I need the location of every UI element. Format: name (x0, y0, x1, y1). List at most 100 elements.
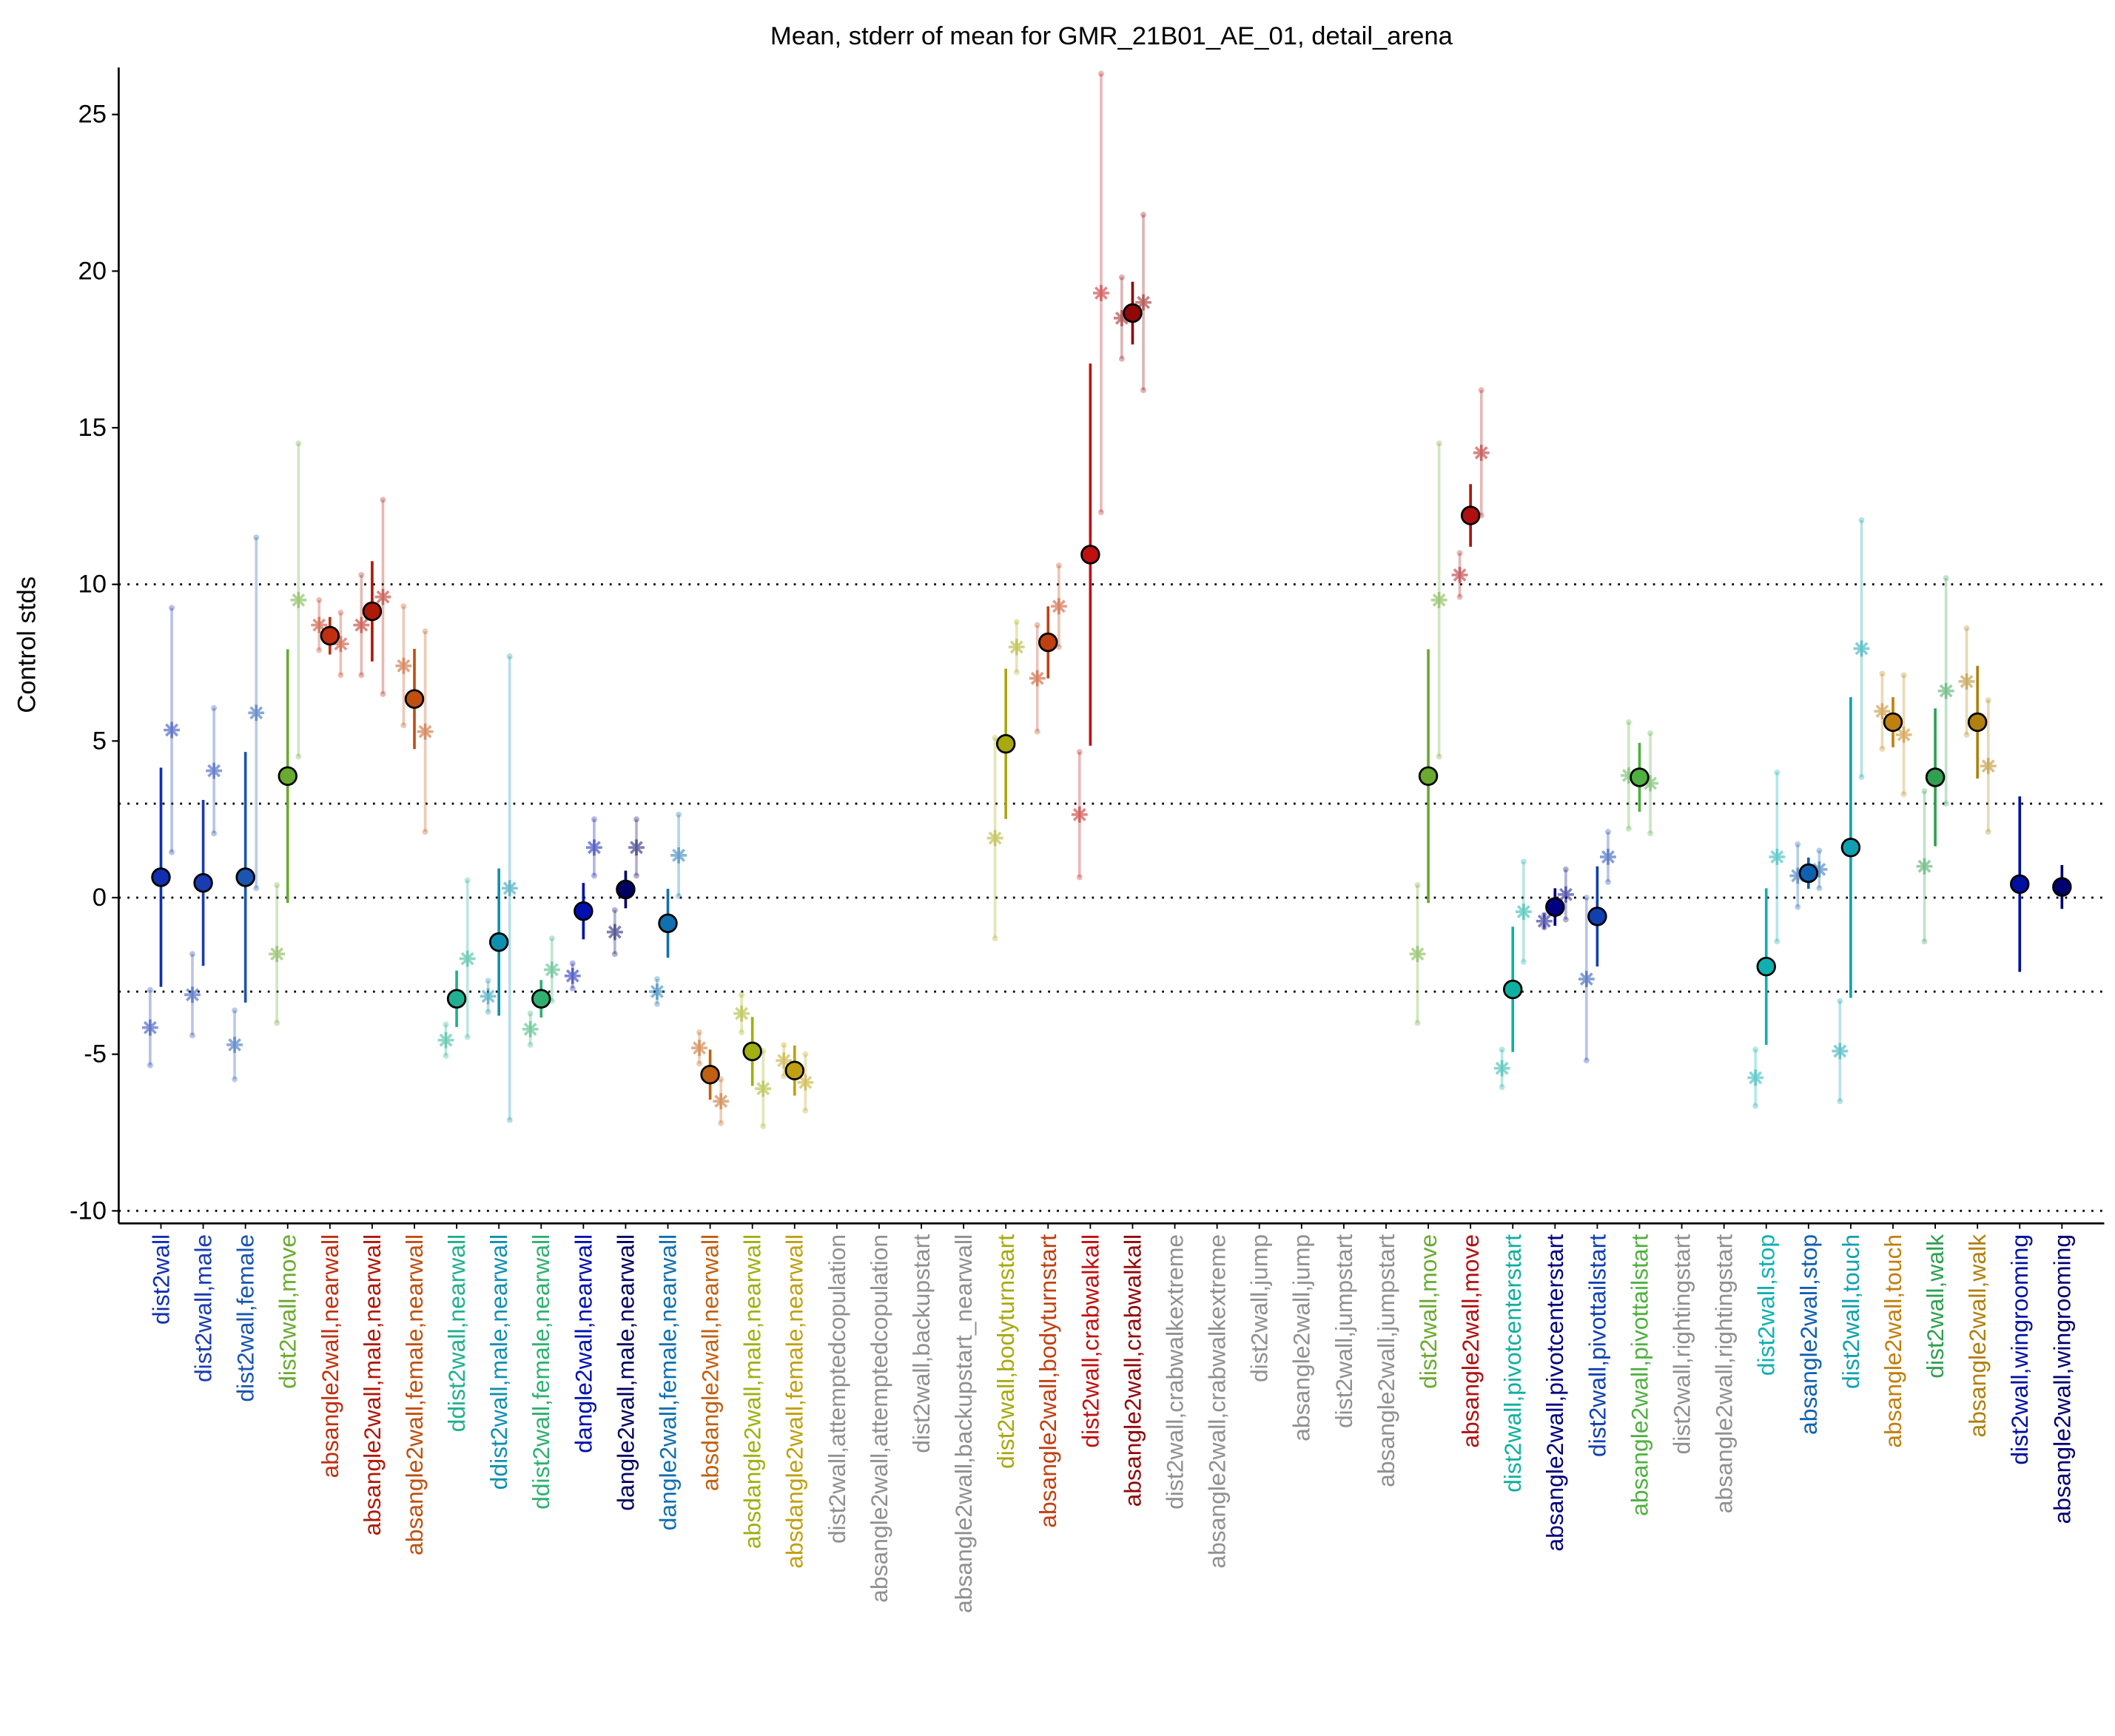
y-tick-label: 15 (78, 414, 107, 442)
mean-marker (1503, 979, 1523, 1000)
star-error-end (1879, 670, 1886, 677)
mean-marker (1038, 632, 1058, 653)
star-error-end (802, 1107, 809, 1114)
star-error-end (1013, 619, 1020, 625)
star-error-end (316, 647, 323, 653)
star-error-end (464, 877, 471, 884)
star-error-end (1436, 753, 1442, 760)
star-error-end (1900, 791, 1907, 798)
star-error-end (147, 1062, 153, 1069)
x-tick-label: absangle2wall,wingrooming (2048, 1234, 2075, 1524)
star-error-end (1118, 274, 1125, 280)
star-error-end (653, 976, 660, 983)
star-error-end (992, 735, 998, 741)
star-error-end (653, 1000, 660, 1007)
mean-marker (235, 867, 255, 887)
star-error-end (274, 1020, 280, 1026)
star-marker (1557, 886, 1574, 903)
star-marker (691, 1040, 707, 1057)
x-tick-label: absangle2wall,move (1457, 1234, 1484, 1448)
star-marker (986, 830, 1003, 847)
star-marker (606, 923, 623, 941)
star-marker (1451, 567, 1468, 583)
star-error-end (760, 1123, 767, 1130)
star-marker (713, 1093, 730, 1110)
mean-marker (2010, 874, 2030, 895)
star-error-end (295, 440, 302, 447)
star-error-end (358, 571, 365, 579)
star-error-end (232, 1007, 238, 1014)
star-error-end (443, 1052, 449, 1059)
star-error-end (802, 1051, 809, 1057)
star-marker (269, 946, 286, 963)
star-error-end (569, 960, 576, 966)
mean-marker (1925, 767, 1946, 787)
star-marker (1853, 640, 1870, 657)
star-marker (1409, 946, 1426, 963)
star-error-end (211, 830, 218, 837)
star-marker (1874, 703, 1891, 720)
star-marker (1916, 858, 1933, 875)
star-error-end (358, 672, 365, 679)
star-marker (226, 1037, 243, 1053)
x-tick-label: absangle2wall,jump (1288, 1234, 1315, 1441)
x-tick-label: absangle2wall,female,nearwall (401, 1234, 428, 1555)
star-error-end (1414, 1020, 1421, 1026)
star-error-end (169, 605, 175, 611)
x-tick-label: ddist2wall,male,nearwall (485, 1234, 512, 1490)
star-error-end (337, 609, 344, 616)
star-error-end (1604, 829, 1611, 835)
star-marker (755, 1080, 772, 1097)
star-error-end (274, 882, 280, 889)
star-marker (248, 704, 265, 721)
y-tick-label: -5 (84, 1040, 107, 1069)
x-tick-label: ddist2wall,female,nearwall (528, 1234, 554, 1510)
star-error-end (1140, 212, 1147, 218)
star-marker (374, 588, 391, 605)
mean-marker (278, 766, 297, 786)
star-error-end (506, 653, 513, 660)
star-error-end (1076, 749, 1083, 756)
star-marker (733, 1005, 750, 1022)
star-error-end (189, 951, 195, 958)
x-tick-label: dist2wall,jumpstart (1331, 1234, 1357, 1428)
y-tick-label: 25 (78, 101, 107, 129)
star-error-end (232, 1076, 238, 1083)
star-error-end (380, 497, 386, 503)
x-tick-label: absangle2wall,male,nearwall (359, 1234, 386, 1536)
star-error-end (1013, 669, 1020, 676)
star-error-end (211, 704, 218, 711)
star-marker (1536, 912, 1553, 929)
star-error-end (1985, 829, 1991, 835)
star-error-end (1774, 938, 1781, 945)
mean-marker (2052, 877, 2072, 897)
x-tick-label: dist2wall,jump (1246, 1234, 1273, 1382)
star-error-end (676, 811, 682, 818)
star-error-end (400, 722, 407, 729)
star-error-end (1055, 644, 1062, 650)
star-error-end (169, 849, 175, 855)
star-error-end (316, 596, 323, 603)
star-error-end (1076, 874, 1083, 881)
x-tick-label: absangle2wall,backupstart_nearwall (950, 1234, 977, 1613)
x-tick-label: dangle2wall,female,nearwall (654, 1234, 681, 1530)
star-error-end (337, 672, 344, 679)
star-error-end (1858, 774, 1865, 781)
star-error-end (1499, 1084, 1505, 1091)
star-marker (628, 839, 645, 856)
x-tick-label: dangle2wall,male,nearwall (612, 1234, 639, 1511)
star-error-end (718, 1120, 724, 1126)
x-tick-label: dist2wall,wingrooming (2006, 1234, 2033, 1465)
star-error-end (1837, 1098, 1843, 1105)
mean-marker (1080, 545, 1100, 565)
x-tick-label: dangle2wall,nearwall (570, 1234, 596, 1453)
star-marker (776, 1052, 793, 1069)
star-marker (1515, 904, 1532, 921)
mean-marker (488, 932, 509, 952)
mean-marker (784, 1060, 804, 1080)
star-error-end (992, 935, 998, 942)
star-marker (501, 880, 518, 897)
mean-marker (1545, 897, 1565, 917)
star-error-end (400, 603, 407, 610)
